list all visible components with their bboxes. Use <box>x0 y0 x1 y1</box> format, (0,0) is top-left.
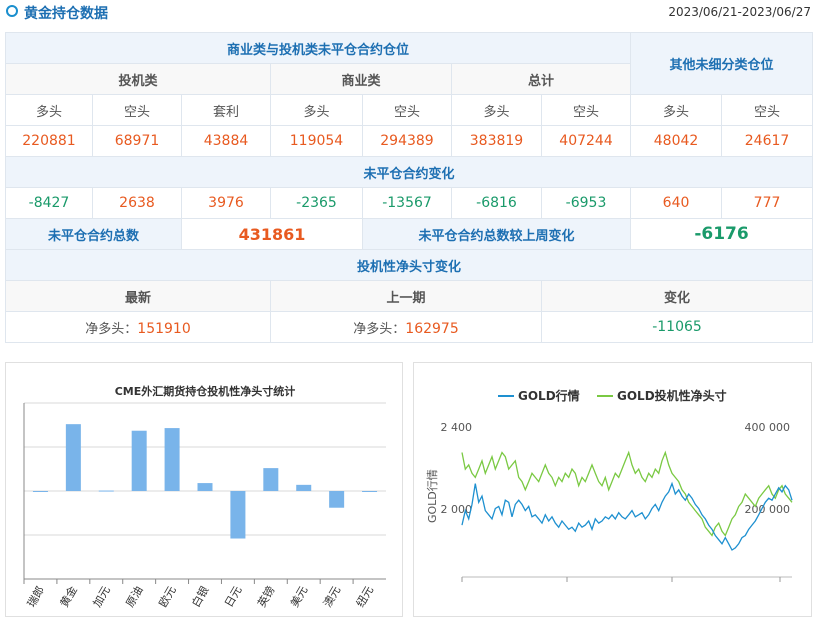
x-tick-label: 欧元 <box>156 584 178 610</box>
positions-table: 商业类与投机类未平仓合约仓位 其他未细分类仓位 投机类 商业类 总计 多头 空头… <box>4 32 814 343</box>
x-tick-label: 加元 <box>91 584 113 610</box>
sub-header: 套利 <box>181 94 271 126</box>
bar[interactable] <box>131 430 147 491</box>
legend-net[interactable]: GOLD投机性净头寸 <box>617 388 727 403</box>
value-cell: 43884 <box>181 125 271 157</box>
change-cell: -13567 <box>362 187 452 219</box>
net-prev-prefix: 净多头： <box>353 321 406 337</box>
bar[interactable] <box>263 468 279 491</box>
series-line-net <box>461 450 793 537</box>
col-total: 总计 <box>450 63 632 95</box>
net-prev-label: 上一期 <box>270 280 542 312</box>
net-prev: 净多头：162975 <box>270 311 542 343</box>
value-cell: 220881 <box>5 125 93 157</box>
sub-header: 空头 <box>721 94 814 126</box>
y-tick-left: 2 400 <box>441 421 473 434</box>
x-tick-label: 美元 <box>288 584 310 610</box>
net-change-label: 变化 <box>540 280 814 312</box>
bar-chart: CME外汇期货持仓投机性净头寸统计 瑞郎 黄金 加元 原油 欧元 白银 日元 英镑 美元 澳元 纽元 <box>23 384 386 610</box>
change-cell: 640 <box>630 187 723 219</box>
change-cell: 777 <box>721 187 814 219</box>
bar-chart-panel: CME外汇期货持仓投机性净头寸统计 瑞郎 黄金 加元 原油 欧元 白银 日元 英镑 美元 澳元 纽元 <box>5 362 403 617</box>
x-tick-label: 瑞郎 <box>24 584 47 610</box>
legend-gold[interactable]: GOLD行情 <box>518 388 580 403</box>
value-cell: 407244 <box>540 125 632 157</box>
sub-header: 多头 <box>270 94 363 126</box>
change-title: 未平仓合约变化 <box>4 156 814 188</box>
net-latest-value: 151910 <box>137 320 191 337</box>
bar[interactable] <box>230 491 246 539</box>
value-cell: 383819 <box>451 125 542 157</box>
x-tick-label: 日元 <box>222 584 244 610</box>
value-cell: 48042 <box>630 125 723 157</box>
x-tick-label: 原油 <box>123 584 146 610</box>
bar[interactable] <box>164 428 180 491</box>
bar[interactable] <box>362 491 378 492</box>
x-tick-label: 澳元 <box>321 584 343 610</box>
y-tick-right: 400 000 <box>745 421 791 434</box>
x-tick-label: 纽元 <box>353 584 376 610</box>
net-latest-label: 最新 <box>5 280 271 312</box>
bar[interactable] <box>329 491 345 508</box>
change-cell: -6816 <box>451 187 542 219</box>
oi-change-label: 未平仓合约总数较上周变化 <box>361 218 632 250</box>
bar[interactable] <box>65 424 81 491</box>
sub-header: 多头 <box>5 94 93 126</box>
bar[interactable] <box>32 491 48 492</box>
oi-total-label: 未平仓合约总数 <box>5 218 182 250</box>
page-title: 黄金持仓数据 <box>24 6 108 22</box>
x-tick-label: 白银 <box>188 584 211 610</box>
y-axis-label: GOLD行情 <box>426 469 439 523</box>
net-latest-prefix: 净多头： <box>85 321 138 337</box>
other-title: 其他未细分类仓位 <box>630 32 814 95</box>
value-cell: 68971 <box>92 125 182 157</box>
net-change-value: -11065 <box>540 311 814 343</box>
x-tick-label: 黄金 <box>57 584 80 610</box>
bar[interactable] <box>197 483 213 491</box>
col-commercial: 商业类 <box>270 63 452 95</box>
change-cell: 2638 <box>92 187 182 219</box>
net-latest: 净多头：151910 <box>5 311 271 343</box>
y-tick-right: 200 000 <box>745 503 791 516</box>
date-range: 2023/06/21-2023/06/27 <box>668 5 811 19</box>
sub-header: 空头 <box>92 94 182 126</box>
change-cell: -8427 <box>5 187 93 219</box>
value-cell: 294389 <box>362 125 452 157</box>
value-cell: 24617 <box>721 125 814 157</box>
sub-header: 空头 <box>540 94 632 126</box>
line-chart: GOLD行情 GOLD投机性净头寸 2 400 2 000 400 000 20… <box>426 388 793 582</box>
section-header: 黄金持仓数据 2023/06/21-2023/06/27 <box>0 0 821 26</box>
series-line-gold <box>461 481 793 551</box>
bar[interactable] <box>296 484 312 491</box>
change-cell: -6953 <box>540 187 632 219</box>
change-cell: -2365 <box>270 187 363 219</box>
change-cell: 3976 <box>181 187 271 219</box>
line-chart-panel: GOLD行情 GOLD投机性净头寸 2 400 2 000 400 000 20… <box>413 362 812 617</box>
net-prev-value: 162975 <box>405 320 459 337</box>
value-cell: 119054 <box>270 125 363 157</box>
sub-header: 多头 <box>630 94 723 126</box>
oi-total-value: 431861 <box>181 218 363 250</box>
x-tick-label: 英镑 <box>254 584 277 610</box>
y-tick-left: 2 000 <box>441 503 473 516</box>
net-title: 投机性净头寸变化 <box>4 249 814 281</box>
sub-header: 空头 <box>362 94 452 126</box>
bar-chart-title: CME外汇期货持仓投机性净头寸统计 <box>115 384 296 398</box>
col-speculative: 投机类 <box>5 63 271 95</box>
oi-change-value: -6176 <box>630 218 814 250</box>
group-title: 商业类与投机类未平仓合约仓位 <box>4 32 632 64</box>
sub-header: 多头 <box>451 94 542 126</box>
bar[interactable] <box>98 490 114 492</box>
circle-icon <box>6 5 18 17</box>
